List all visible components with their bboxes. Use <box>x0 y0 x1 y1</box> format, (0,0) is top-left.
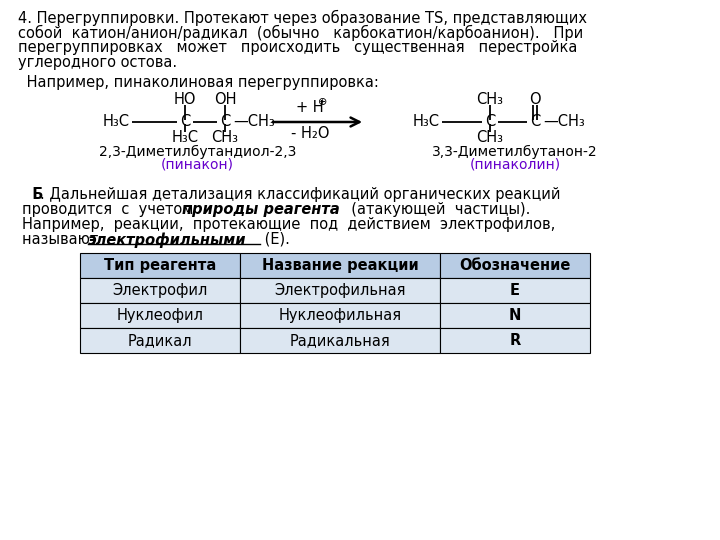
Text: Радикальная: Радикальная <box>289 333 390 348</box>
Text: проводится  с  учетом: проводится с учетом <box>22 202 202 217</box>
Bar <box>440 303 590 328</box>
Text: + H: + H <box>296 99 324 114</box>
Text: (Е).: (Е). <box>260 232 290 247</box>
Text: Обозначение: Обозначение <box>459 258 571 273</box>
Text: Электрофильная: Электрофильная <box>274 283 406 298</box>
Text: CH₃: CH₃ <box>212 130 238 145</box>
Text: - H₂O: - H₂O <box>291 125 329 140</box>
Text: природы реагента: природы реагента <box>182 202 340 217</box>
Bar <box>440 278 590 303</box>
Text: 3,3-Диметилбутанон-2: 3,3-Диметилбутанон-2 <box>432 145 598 159</box>
Text: Например, пинаколиновая перегруппировка:: Например, пинаколиновая перегруппировка: <box>22 75 379 90</box>
Text: электрофильными: электрофильными <box>88 232 246 247</box>
Text: HO: HO <box>174 92 197 107</box>
Text: 4. Перегруппировки. Протекают через образование TS, представляющих: 4. Перегруппировки. Протекают через обра… <box>18 10 587 26</box>
Text: O: O <box>529 92 541 107</box>
Text: E: E <box>510 283 520 298</box>
Text: углеродного остова.: углеродного остова. <box>18 55 177 70</box>
Text: N: N <box>509 308 521 323</box>
Bar <box>440 328 590 353</box>
Text: —CH₃: —CH₃ <box>543 114 585 130</box>
Text: 2,3-Диметилбутандиол-2,3: 2,3-Диметилбутандиол-2,3 <box>99 145 296 159</box>
Text: CH₃: CH₃ <box>477 92 503 107</box>
Text: Нуклеофильная: Нуклеофильная <box>279 308 402 323</box>
Text: Например,  реакции,  протекающие  под  действием  электрофилов,: Например, реакции, протекающие под дейст… <box>22 217 555 232</box>
Text: (атакующей  частицы).: (атакующей частицы). <box>342 202 531 217</box>
Text: Б: Б <box>22 187 43 202</box>
Bar <box>80 253 240 278</box>
Bar <box>80 328 240 353</box>
Text: Тип реагента: Тип реагента <box>104 258 216 273</box>
Text: C: C <box>220 114 230 130</box>
Text: C: C <box>485 114 495 130</box>
Text: C: C <box>180 114 190 130</box>
Bar <box>240 303 440 328</box>
Bar <box>240 278 440 303</box>
Bar <box>440 253 590 278</box>
Bar <box>240 328 440 353</box>
Text: Нуклеофил: Нуклеофил <box>117 308 204 323</box>
Text: Радикал: Радикал <box>127 333 192 348</box>
Text: перегруппировках   может   происходить   существенная   перестройка: перегруппировках может происходить сущес… <box>18 40 577 55</box>
Text: C: C <box>530 114 540 130</box>
Text: H₃C: H₃C <box>413 114 440 130</box>
Bar <box>240 253 440 278</box>
Text: OH: OH <box>214 92 236 107</box>
Bar <box>80 278 240 303</box>
Text: Электрофил: Электрофил <box>112 283 207 298</box>
Text: (пинакон): (пинакон) <box>161 158 234 172</box>
Text: называют: называют <box>22 232 107 247</box>
Text: CH₃: CH₃ <box>477 130 503 145</box>
Text: . Дальнейшая детализация классификаций органических реакций: . Дальнейшая детализация классификаций о… <box>40 187 560 202</box>
Bar <box>80 303 240 328</box>
Text: —CH₃: —CH₃ <box>233 114 275 130</box>
Text: H₃C: H₃C <box>171 130 199 145</box>
Text: (пинаколин): (пинаколин) <box>469 158 561 172</box>
Text: собой  катион/анион/радикал  (обычно   карбокатион/карбоанион).   При: собой катион/анион/радикал (обычно карбо… <box>18 25 583 41</box>
Text: ⊕: ⊕ <box>318 97 328 107</box>
Text: R: R <box>509 333 521 348</box>
Text: H₃C: H₃C <box>103 114 130 130</box>
Text: Название реакции: Название реакции <box>261 258 418 273</box>
